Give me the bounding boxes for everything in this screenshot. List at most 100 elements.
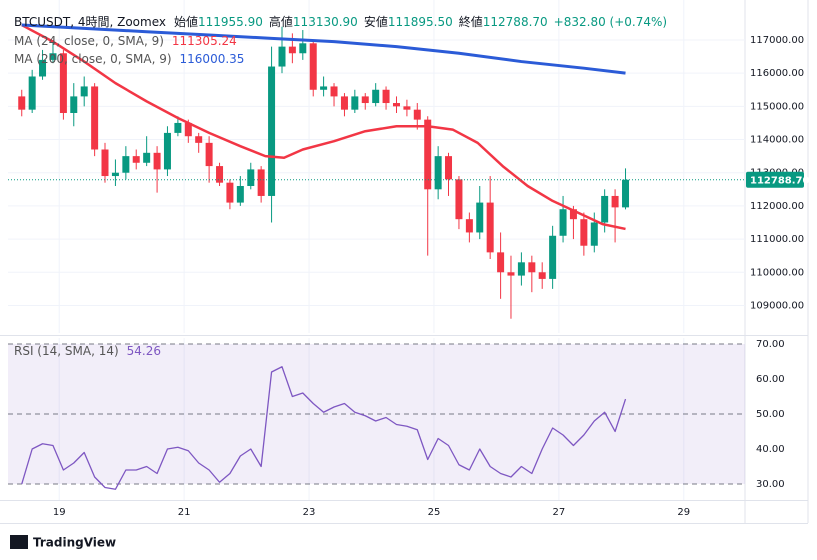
candle-body bbox=[91, 86, 99, 150]
candle-body bbox=[455, 179, 463, 220]
candle-body bbox=[39, 59, 47, 77]
candle-body bbox=[549, 235, 557, 279]
candle-body bbox=[132, 156, 140, 163]
candle-body bbox=[184, 122, 192, 137]
y-tick-label: 30.00 bbox=[756, 479, 785, 490]
candle-body bbox=[278, 46, 286, 67]
candle-body bbox=[528, 262, 536, 273]
y-tick-label: 70.00 bbox=[756, 339, 785, 350]
candle-body bbox=[382, 89, 390, 104]
candle-body bbox=[49, 53, 57, 60]
rsi-value: 54.26 bbox=[127, 344, 161, 358]
candle-body bbox=[590, 222, 598, 246]
candle-body bbox=[601, 195, 609, 223]
ma-name: MA (24, close, 0, SMA, 9) bbox=[14, 34, 164, 48]
change: +832.80 (+0.74%) bbox=[554, 15, 667, 29]
candle-body bbox=[580, 219, 588, 246]
candle-body bbox=[622, 179, 630, 208]
legend-value: 111955.90 bbox=[198, 15, 263, 29]
rsi-line bbox=[21, 366, 627, 490]
x-tick-label: 23 bbox=[303, 507, 316, 518]
y-tick-label: 117000.00 bbox=[750, 35, 804, 46]
y-tick-label: 116000.00 bbox=[750, 68, 804, 79]
candle-body bbox=[351, 96, 359, 110]
rsi-legend: RSI (14, SMA, 14) 54.26 bbox=[14, 344, 161, 358]
y-tick-label: 109000.00 bbox=[750, 300, 804, 311]
legend-label: 終値 bbox=[459, 14, 483, 29]
candle-body bbox=[59, 53, 67, 113]
candle-body bbox=[476, 202, 484, 233]
legend-value: 112788.70 bbox=[483, 15, 548, 29]
candle-body bbox=[195, 136, 203, 143]
candle-body bbox=[101, 149, 109, 177]
y-tick-label: 60.00 bbox=[756, 374, 785, 385]
ma-legend: MA (200, close, 0, SMA, 9) 116000.35 bbox=[14, 52, 244, 66]
candle-body bbox=[330, 86, 338, 97]
ma-name: MA (200, close, 0, SMA, 9) bbox=[14, 52, 172, 66]
legend-label: 高値 bbox=[269, 14, 293, 29]
candle-body bbox=[465, 219, 473, 233]
candle-body bbox=[163, 132, 171, 170]
rsi-name: RSI (14, SMA, 14) bbox=[14, 344, 119, 358]
candle-body bbox=[434, 156, 442, 190]
last-price-tag bbox=[746, 171, 804, 188]
candle-body bbox=[122, 156, 130, 173]
candle-body bbox=[18, 96, 26, 110]
x-tick-label: 19 bbox=[53, 507, 66, 518]
ma-value: 111305.24 bbox=[172, 34, 237, 48]
candle-body bbox=[153, 152, 161, 170]
x-tick-label: 21 bbox=[178, 507, 191, 518]
candle-body bbox=[517, 262, 525, 276]
candle-body bbox=[392, 103, 400, 107]
candle-body bbox=[236, 185, 244, 203]
moving-average bbox=[21, 23, 626, 75]
legend-value: 111895.50 bbox=[388, 15, 453, 29]
header: BTCUSDT, 4時間, Zoomex 始値111955.90 高値113130.… bbox=[14, 14, 667, 29]
y-tick-label: 114000.00 bbox=[750, 135, 804, 146]
candle-body bbox=[226, 182, 234, 203]
candle-body bbox=[216, 166, 224, 183]
legend-value: 113130.90 bbox=[293, 15, 358, 29]
y-tick-label: 40.00 bbox=[756, 444, 785, 455]
candle-body bbox=[288, 46, 296, 54]
brand: TradingView bbox=[33, 536, 116, 550]
candle-body bbox=[143, 152, 151, 163]
candle-body bbox=[70, 96, 78, 113]
candle-body bbox=[538, 272, 546, 279]
y-tick-label: 115000.00 bbox=[750, 101, 804, 112]
candle-body bbox=[507, 272, 515, 276]
y-tick-label: 112000.00 bbox=[750, 201, 804, 212]
y-tick-label: 110000.00 bbox=[750, 267, 804, 278]
plot-layer: 19 21 23 25 27 29 109000.00 110000.00 111000.00 1… bbox=[0, 0, 810, 524]
candle-body bbox=[445, 156, 453, 180]
candle-body bbox=[111, 172, 119, 177]
candle-body bbox=[174, 122, 182, 133]
moving-average bbox=[21, 23, 626, 231]
candle-body bbox=[80, 86, 88, 97]
candle-body bbox=[569, 209, 577, 220]
logo-icon bbox=[10, 535, 28, 549]
candle-body bbox=[486, 202, 494, 253]
candle-body bbox=[28, 76, 36, 110]
last-price-label: 112788.70 bbox=[750, 176, 810, 187]
candle-body bbox=[247, 169, 255, 186]
candle-body bbox=[403, 106, 411, 110]
x-tick-label: 25 bbox=[428, 507, 441, 518]
x-tick-label: 27 bbox=[553, 507, 566, 518]
candle-body bbox=[559, 209, 567, 236]
candle-body bbox=[257, 169, 265, 196]
candle-body bbox=[611, 195, 619, 208]
symbol: BTCUSDT, 4時間, Zoomex bbox=[14, 15, 166, 29]
legend-label: 始値 bbox=[174, 14, 198, 29]
candle-body bbox=[205, 142, 213, 167]
candle-body bbox=[299, 43, 307, 54]
y-tick-label: 111000.00 bbox=[750, 234, 804, 245]
y-tick-label: 50.00 bbox=[756, 409, 785, 420]
candle-body bbox=[361, 96, 369, 104]
candle-body bbox=[372, 89, 380, 104]
candle-body bbox=[268, 66, 276, 196]
candle-body bbox=[497, 252, 505, 273]
ma-value: 116000.35 bbox=[180, 52, 245, 66]
candle-body bbox=[340, 96, 348, 110]
